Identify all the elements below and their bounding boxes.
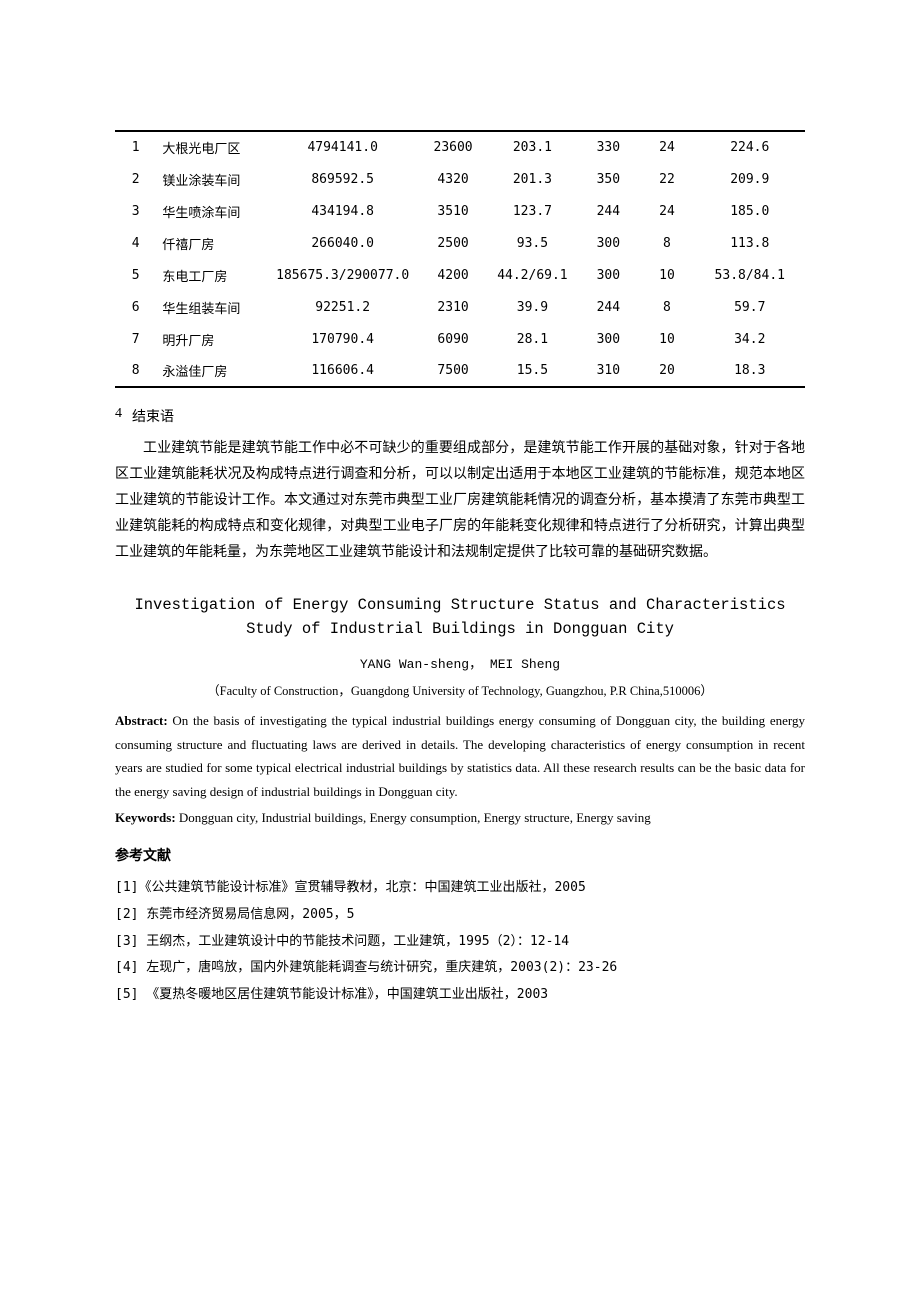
table-row: 7明升厂房170790.4609028.13001034.2 <box>115 323 805 355</box>
reference-item: [1]《公共建筑节能设计标准》宣贯辅导教材，北京：中国建筑工业出版社，2005 <box>115 875 805 902</box>
table-cell: 18.3 <box>695 355 805 387</box>
table-cell: 8 <box>639 291 694 323</box>
reference-item: [5] 《夏热冬暖地区居住建筑节能设计标准》，中国建筑工业出版社，2003 <box>115 982 805 1009</box>
table-cell: 93.5 <box>488 227 578 259</box>
table-cell: 镁业涂装车间 <box>156 163 266 195</box>
table-cell: 明升厂房 <box>156 323 266 355</box>
abstract-label: Abstract: <box>115 713 168 728</box>
table-cell: 266040.0 <box>267 227 419 259</box>
reference-item: [3] 王纲杰，工业建筑设计中的节能技术问题，工业建筑，1995（2）：12-1… <box>115 929 805 956</box>
table-row: 1大根光电厂区4794141.023600203.133024224.6 <box>115 131 805 163</box>
english-keywords: Keywords: Dongguan city, Industrial buil… <box>115 806 805 829</box>
table-cell: 4 <box>115 227 156 259</box>
table-cell: 20 <box>639 355 694 387</box>
table-cell: 244 <box>577 195 639 227</box>
data-table: 1大根光电厂区4794141.023600203.133024224.62镁业涂… <box>115 130 805 388</box>
table-cell: 22 <box>639 163 694 195</box>
table-cell: 7500 <box>419 355 488 387</box>
table-cell: 434194.8 <box>267 195 419 227</box>
table-cell: 8 <box>115 355 156 387</box>
table-row: 5东电工厂房185675.3/290077.0420044.2/69.13001… <box>115 259 805 291</box>
table-cell: 2500 <box>419 227 488 259</box>
english-affiliation: （Faculty of Construction，Guangdong Unive… <box>115 680 805 699</box>
table-cell: 300 <box>577 323 639 355</box>
table-cell: 224.6 <box>695 131 805 163</box>
table-cell: 10 <box>639 259 694 291</box>
table-cell: 东电工厂房 <box>156 259 266 291</box>
table-row: 6华生组装车间92251.2231039.9244859.7 <box>115 291 805 323</box>
table-cell: 92251.2 <box>267 291 419 323</box>
table-cell: 4794141.0 <box>267 131 419 163</box>
table-body: 1大根光电厂区4794141.023600203.133024224.62镁业涂… <box>115 131 805 387</box>
english-abstract: Abstract: On the basis of investigating … <box>115 709 805 803</box>
table-cell: 203.1 <box>488 131 578 163</box>
table-cell: 23600 <box>419 131 488 163</box>
table-cell: 10 <box>639 323 694 355</box>
references-heading: 参考文献 <box>115 845 805 865</box>
table-cell: 2310 <box>419 291 488 323</box>
reference-item: [2] 东莞市经济贸易局信息网，2005，5 <box>115 902 805 929</box>
table-cell: 201.3 <box>488 163 578 195</box>
table-row: 8永溢佳厂房116606.4750015.53102018.3 <box>115 355 805 387</box>
table-cell: 53.8/84.1 <box>695 259 805 291</box>
table-cell: 28.1 <box>488 323 578 355</box>
section-title: 结束语 <box>132 406 174 426</box>
table-row: 2镁业涂装车间869592.54320201.335022209.9 <box>115 163 805 195</box>
table-cell: 116606.4 <box>267 355 419 387</box>
table-row: 3华生喷涂车间434194.83510123.724424185.0 <box>115 195 805 227</box>
table-cell: 6090 <box>419 323 488 355</box>
table-cell: 170790.4 <box>267 323 419 355</box>
table-cell: 华生喷涂车间 <box>156 195 266 227</box>
table-cell: 44.2/69.1 <box>488 259 578 291</box>
table-cell: 24 <box>639 195 694 227</box>
table-cell: 8 <box>639 227 694 259</box>
english-authors: YANG Wan-sheng， MEI Sheng <box>115 653 805 672</box>
table-cell: 300 <box>577 259 639 291</box>
references-list: [1]《公共建筑节能设计标准》宣贯辅导教材，北京：中国建筑工业出版社，2005[… <box>115 875 805 1008</box>
table-cell: 24 <box>639 131 694 163</box>
section-4-heading: 4 结束语 <box>115 406 805 426</box>
table-cell: 3 <box>115 195 156 227</box>
table-cell: 113.8 <box>695 227 805 259</box>
table-cell: 185675.3/290077.0 <box>267 259 419 291</box>
abstract-body: On the basis of investigating the typica… <box>115 713 805 798</box>
table-cell: 7 <box>115 323 156 355</box>
reference-item: [4] 左现广，唐鸣放，国内外建筑能耗调查与统计研究，重庆建筑，2003(2)：… <box>115 955 805 982</box>
table-cell: 310 <box>577 355 639 387</box>
table-cell: 15.5 <box>488 355 578 387</box>
table-cell: 1 <box>115 131 156 163</box>
table-cell: 2 <box>115 163 156 195</box>
table-cell: 华生组装车间 <box>156 291 266 323</box>
conclusion-paragraph: 工业建筑节能是建筑节能工作中必不可缺少的重要组成部分，是建筑节能工作开展的基础对… <box>115 436 805 565</box>
table-cell: 59.7 <box>695 291 805 323</box>
table-cell: 大根光电厂区 <box>156 131 266 163</box>
table-cell: 39.9 <box>488 291 578 323</box>
table-row: 4仟禧厂房266040.0250093.53008113.8 <box>115 227 805 259</box>
table-cell: 350 <box>577 163 639 195</box>
table-cell: 4200 <box>419 259 488 291</box>
table-cell: 34.2 <box>695 323 805 355</box>
english-title: Investigation of Energy Consuming Struct… <box>115 593 805 641</box>
table-cell: 185.0 <box>695 195 805 227</box>
table-cell: 123.7 <box>488 195 578 227</box>
table-cell: 330 <box>577 131 639 163</box>
table-cell: 4320 <box>419 163 488 195</box>
table-cell: 仟禧厂房 <box>156 227 266 259</box>
section-number: 4 <box>115 406 122 426</box>
keywords-body: Dongguan city, Industrial buildings, Ene… <box>176 810 651 825</box>
table-cell: 5 <box>115 259 156 291</box>
keywords-label: Keywords: <box>115 810 176 825</box>
table-cell: 永溢佳厂房 <box>156 355 266 387</box>
table-cell: 6 <box>115 291 156 323</box>
table-cell: 300 <box>577 227 639 259</box>
table-cell: 869592.5 <box>267 163 419 195</box>
table-cell: 209.9 <box>695 163 805 195</box>
table-cell: 244 <box>577 291 639 323</box>
table-cell: 3510 <box>419 195 488 227</box>
